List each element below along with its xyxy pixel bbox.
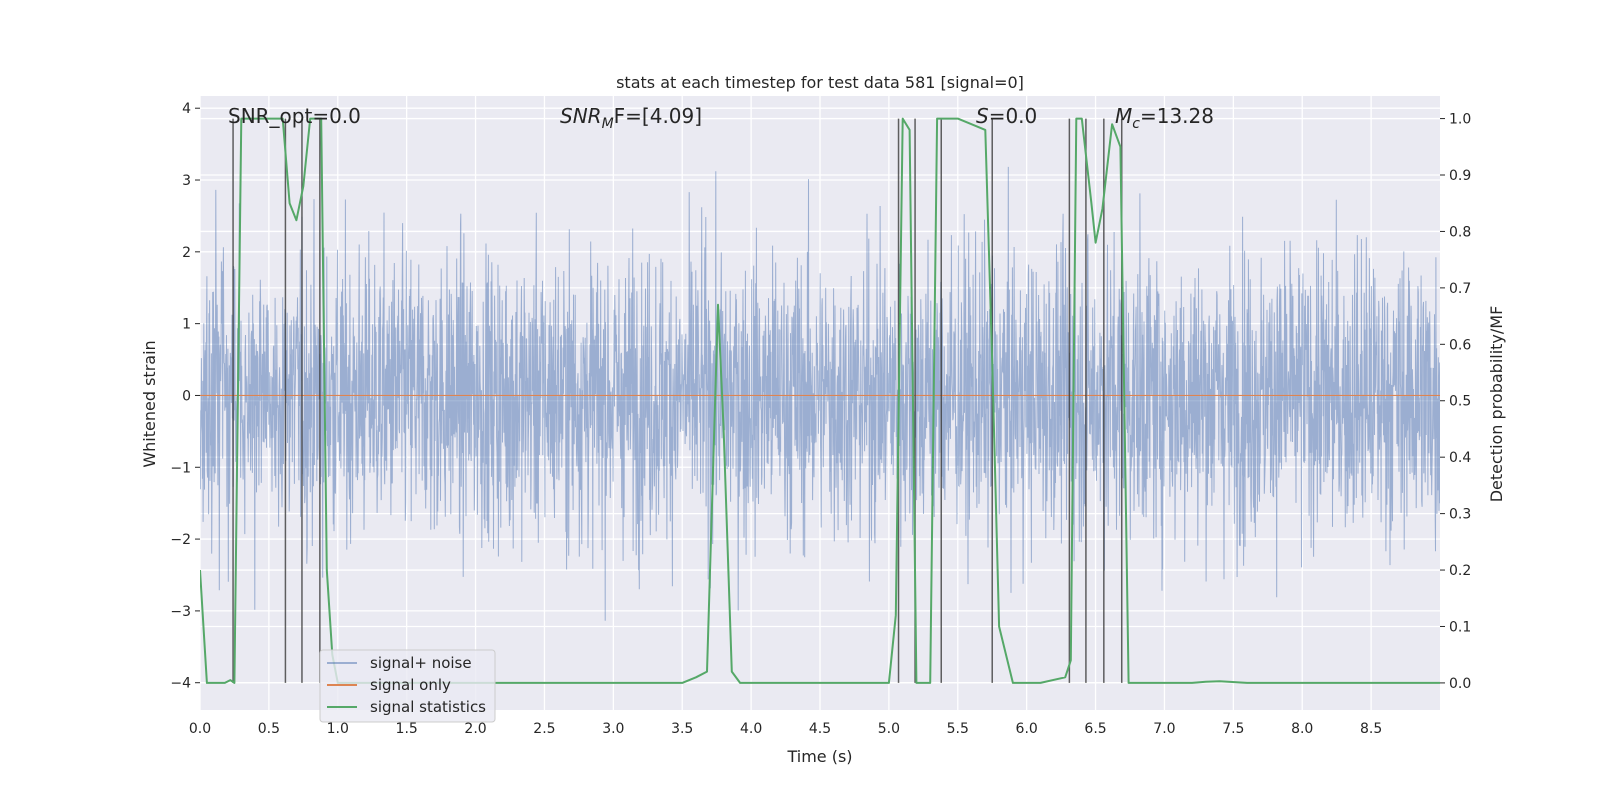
legend-label-signal-noise: signal+ noise (370, 654, 472, 672)
y-tick-label: −4 (170, 676, 191, 692)
annotation-snr-mf: SNRMF=[4.09] (560, 104, 702, 132)
x-tick-label: 3.5 (671, 721, 693, 737)
annotation-mc-symbol: M (1115, 104, 1132, 128)
y2-tick-label: 0.4 (1449, 450, 1471, 466)
x-tick-label: 2.0 (464, 721, 486, 737)
x-tick-label: 4.5 (809, 721, 831, 737)
x-tick-label: 7.0 (1153, 721, 1175, 737)
y2-tick-label: 0.3 (1449, 507, 1471, 523)
x-tick-label: 3.0 (602, 721, 624, 737)
y2-tick-label: 0.5 (1449, 394, 1471, 410)
annotation-mc-sub: c (1132, 116, 1140, 132)
y-axis-label: Whitened strain (140, 340, 159, 467)
x-tick-label: 5.0 (878, 721, 900, 737)
y2-tick-label: 0.9 (1449, 168, 1471, 184)
y-ticks: −4 −3 −2 −1 0 1 2 3 4 (170, 101, 200, 692)
y2-tick-label: 0.8 (1449, 224, 1471, 240)
y2-tick-label: 0.6 (1449, 337, 1471, 353)
legend: signal+ noise signal only signal statist… (319, 649, 496, 723)
y-tick-label: −2 (170, 532, 191, 548)
x-tick-label: 1.5 (396, 721, 418, 737)
x-tick-label: 0.5 (258, 721, 280, 737)
annotation-snr-opt: SNR_opt=0.0 (228, 104, 361, 128)
legend-label-signal-only: signal only (370, 676, 451, 694)
y2-tick-label: 0.7 (1449, 281, 1471, 297)
series-signal-statistics (200, 117, 1440, 684)
y-tick-label: −3 (170, 604, 191, 620)
signal-statistics-line (200, 117, 1440, 684)
y-tick-label: 1 (182, 317, 191, 333)
x-tick-label: 7.5 (1222, 721, 1244, 737)
x-tick-label: 8.5 (1360, 721, 1382, 737)
y2-tick-label: 0.2 (1449, 563, 1471, 579)
x-tick-label: 2.5 (533, 721, 555, 737)
legend-label-signal-statistics: signal statistics (370, 698, 486, 716)
y2-tick-label: 0.0 (1449, 676, 1471, 692)
signal-noise-line (200, 166, 1440, 621)
annotation-mc-value: =13.28 (1140, 104, 1214, 128)
x-tick-label: 8.0 (1291, 721, 1313, 737)
x-tick-label: 4.0 (740, 721, 762, 737)
y2-tick-label: 1.0 (1449, 112, 1471, 128)
x-tick-label: 6.0 (1016, 721, 1038, 737)
y2-ticks: 0.0 0.1 0.2 0.3 0.4 0.5 0.6 0.7 0.8 0.9 1.0 (1440, 112, 1471, 692)
annotation-snr-mf-suffix: F=[4.09] (614, 104, 702, 128)
series-signal-noise (200, 166, 1440, 621)
legend-box (319, 649, 496, 723)
annotation-s: S=0.0 (976, 104, 1037, 128)
y-tick-label: 0 (182, 388, 191, 404)
x-tick-label: 1.0 (327, 721, 349, 737)
annotation-mc: Mc=13.28 (1115, 104, 1214, 132)
y2-axis-label: Detection probability/MF (1487, 306, 1506, 503)
y-tick-label: −1 (170, 460, 191, 476)
x-tick-label: 6.5 (1084, 721, 1106, 737)
x-tick-label: 0.0 (189, 721, 211, 737)
y2-tick-label: 0.1 (1449, 619, 1471, 635)
chart-title: stats at each timestep for test data 581… (616, 73, 1024, 92)
x-ticks: 0.0 0.5 1.0 1.5 2.0 2.5 3.0 3.5 4.0 4.5 5.0 5.5 6.0 6… (189, 721, 1382, 737)
x-tick-label: 5.5 (947, 721, 969, 737)
y-tick-label: 4 (182, 101, 191, 117)
annotation-snr-mf-sub: M (602, 116, 614, 132)
y-tick-label: 3 (182, 173, 191, 189)
annotation-s-symbol: S (976, 104, 989, 128)
x-axis-label: Time (s) (786, 747, 852, 766)
y-tick-label: 2 (182, 245, 191, 261)
annotation-s-value: =0.0 (989, 104, 1038, 128)
annotation-snr-mf-prefix: SNR (560, 104, 602, 128)
